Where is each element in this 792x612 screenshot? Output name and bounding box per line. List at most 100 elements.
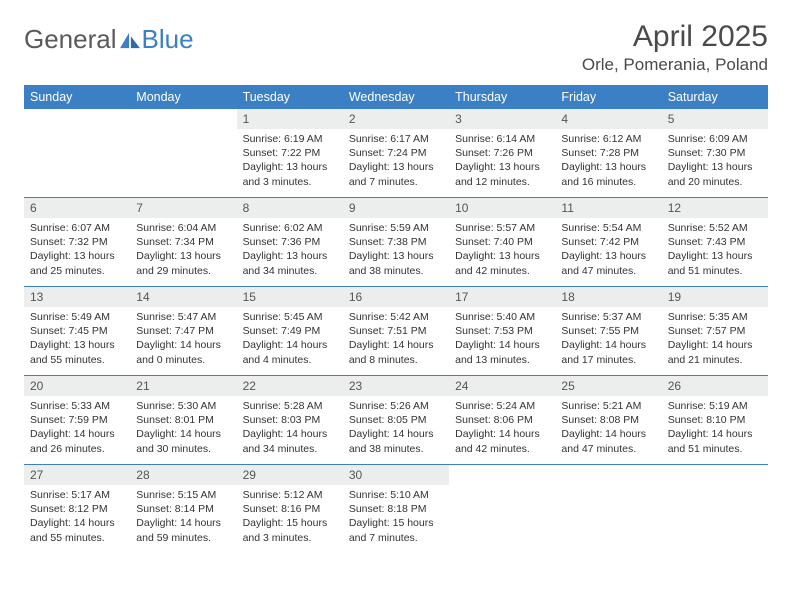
day-number: 25 — [555, 376, 661, 396]
sunset-line: Sunset: 8:12 PM — [30, 502, 124, 516]
day-details: Sunrise: 5:37 AMSunset: 7:55 PMDaylight:… — [555, 307, 661, 371]
sunset-line: Sunset: 7:22 PM — [243, 146, 337, 160]
sunset-line: Sunset: 7:32 PM — [30, 235, 124, 249]
calendar-cell: 24Sunrise: 5:24 AMSunset: 8:06 PMDayligh… — [449, 376, 555, 465]
daylight-line: Daylight: 15 hours and 7 minutes. — [349, 516, 443, 544]
daylight-line: Daylight: 13 hours and 55 minutes. — [30, 338, 124, 366]
sunrise-line: Sunrise: 5:42 AM — [349, 310, 443, 324]
calendar-cell: 14Sunrise: 5:47 AMSunset: 7:47 PMDayligh… — [130, 287, 236, 376]
sunrise-line: Sunrise: 6:04 AM — [136, 221, 230, 235]
day-number: 15 — [237, 287, 343, 307]
col-tuesday: Tuesday — [237, 85, 343, 109]
day-details: Sunrise: 5:33 AMSunset: 7:59 PMDaylight:… — [24, 396, 130, 460]
day-number: 27 — [24, 465, 130, 485]
sunset-line: Sunset: 7:43 PM — [668, 235, 762, 249]
sunrise-line: Sunrise: 5:28 AM — [243, 399, 337, 413]
title-block: April 2025 Orle, Pomerania, Poland — [582, 20, 768, 75]
calendar-cell: 5Sunrise: 6:09 AMSunset: 7:30 PMDaylight… — [662, 109, 768, 198]
daylight-line: Daylight: 14 hours and 38 minutes. — [349, 427, 443, 455]
day-number: 3 — [449, 109, 555, 129]
sunset-line: Sunset: 7:36 PM — [243, 235, 337, 249]
day-details: Sunrise: 6:12 AMSunset: 7:28 PMDaylight:… — [555, 129, 661, 193]
daylight-line: Daylight: 13 hours and 20 minutes. — [668, 160, 762, 188]
daylight-line: Daylight: 14 hours and 55 minutes. — [30, 516, 124, 544]
daylight-line: Daylight: 13 hours and 38 minutes. — [349, 249, 443, 277]
day-number: 4 — [555, 109, 661, 129]
calendar-cell — [24, 109, 130, 198]
day-details: Sunrise: 5:49 AMSunset: 7:45 PMDaylight:… — [24, 307, 130, 371]
col-saturday: Saturday — [662, 85, 768, 109]
daylight-line: Daylight: 14 hours and 42 minutes. — [455, 427, 549, 455]
sunrise-line: Sunrise: 6:14 AM — [455, 132, 549, 146]
day-details: Sunrise: 5:59 AMSunset: 7:38 PMDaylight:… — [343, 218, 449, 282]
daylight-line: Daylight: 13 hours and 42 minutes. — [455, 249, 549, 277]
daylight-line: Daylight: 13 hours and 3 minutes. — [243, 160, 337, 188]
sunrise-line: Sunrise: 6:12 AM — [561, 132, 655, 146]
day-details: Sunrise: 5:45 AMSunset: 7:49 PMDaylight:… — [237, 307, 343, 371]
sunset-line: Sunset: 7:47 PM — [136, 324, 230, 338]
sunset-line: Sunset: 7:42 PM — [561, 235, 655, 249]
calendar-cell: 26Sunrise: 5:19 AMSunset: 8:10 PMDayligh… — [662, 376, 768, 465]
day-number: 29 — [237, 465, 343, 485]
day-header-row: Sunday Monday Tuesday Wednesday Thursday… — [24, 85, 768, 109]
sunset-line: Sunset: 7:28 PM — [561, 146, 655, 160]
sunset-line: Sunset: 7:55 PM — [561, 324, 655, 338]
sunrise-line: Sunrise: 5:33 AM — [30, 399, 124, 413]
calendar-week-row: 20Sunrise: 5:33 AMSunset: 7:59 PMDayligh… — [24, 376, 768, 465]
day-number: 28 — [130, 465, 236, 485]
day-number: 10 — [449, 198, 555, 218]
day-details: Sunrise: 6:17 AMSunset: 7:24 PMDaylight:… — [343, 129, 449, 193]
daylight-line: Daylight: 14 hours and 0 minutes. — [136, 338, 230, 366]
day-number: 1 — [237, 109, 343, 129]
sunset-line: Sunset: 8:06 PM — [455, 413, 549, 427]
day-number: 14 — [130, 287, 236, 307]
sunset-line: Sunset: 7:26 PM — [455, 146, 549, 160]
daylight-line: Daylight: 13 hours and 12 minutes. — [455, 160, 549, 188]
sunrise-line: Sunrise: 5:59 AM — [349, 221, 443, 235]
daylight-line: Daylight: 14 hours and 30 minutes. — [136, 427, 230, 455]
sunrise-line: Sunrise: 5:37 AM — [561, 310, 655, 324]
calendar-cell: 28Sunrise: 5:15 AMSunset: 8:14 PMDayligh… — [130, 465, 236, 554]
calendar-cell: 1Sunrise: 6:19 AMSunset: 7:22 PMDaylight… — [237, 109, 343, 198]
day-details: Sunrise: 5:52 AMSunset: 7:43 PMDaylight:… — [662, 218, 768, 282]
daylight-line: Daylight: 14 hours and 51 minutes. — [668, 427, 762, 455]
sunrise-line: Sunrise: 5:24 AM — [455, 399, 549, 413]
calendar-cell: 18Sunrise: 5:37 AMSunset: 7:55 PMDayligh… — [555, 287, 661, 376]
day-number: 7 — [130, 198, 236, 218]
daylight-line: Daylight: 14 hours and 26 minutes. — [30, 427, 124, 455]
sunset-line: Sunset: 7:59 PM — [30, 413, 124, 427]
calendar-cell: 11Sunrise: 5:54 AMSunset: 7:42 PMDayligh… — [555, 198, 661, 287]
calendar-cell: 20Sunrise: 5:33 AMSunset: 7:59 PMDayligh… — [24, 376, 130, 465]
sunset-line: Sunset: 7:51 PM — [349, 324, 443, 338]
logo: General Blue — [24, 24, 194, 55]
sunrise-line: Sunrise: 6:07 AM — [30, 221, 124, 235]
day-number: 20 — [24, 376, 130, 396]
sunset-line: Sunset: 8:01 PM — [136, 413, 230, 427]
day-number: 11 — [555, 198, 661, 218]
calendar-week-row: 27Sunrise: 5:17 AMSunset: 8:12 PMDayligh… — [24, 465, 768, 554]
sunrise-line: Sunrise: 5:17 AM — [30, 488, 124, 502]
calendar-cell: 2Sunrise: 6:17 AMSunset: 7:24 PMDaylight… — [343, 109, 449, 198]
calendar-cell — [555, 465, 661, 554]
day-number: 2 — [343, 109, 449, 129]
col-wednesday: Wednesday — [343, 85, 449, 109]
logo-text-general: General — [24, 24, 117, 55]
calendar-cell: 15Sunrise: 5:45 AMSunset: 7:49 PMDayligh… — [237, 287, 343, 376]
day-number: 21 — [130, 376, 236, 396]
daylight-line: Daylight: 13 hours and 25 minutes. — [30, 249, 124, 277]
calendar-cell: 3 Sunrise: 6:14 AMSunset: 7:26 PMDaylight… — [449, 109, 555, 198]
calendar-cell: 25Sunrise: 5:21 AMSunset: 8:08 PMDayligh… — [555, 376, 661, 465]
page-title: April 2025 — [582, 20, 768, 53]
day-details: Sunrise: 5:57 AMSunset: 7:40 PMDaylight:… — [449, 218, 555, 282]
day-number: 12 — [662, 198, 768, 218]
sunrise-line: Sunrise: 5:49 AM — [30, 310, 124, 324]
day-details: Sunrise: 5:21 AMSunset: 8:08 PMDaylight:… — [555, 396, 661, 460]
daylight-line: Daylight: 13 hours and 51 minutes. — [668, 249, 762, 277]
daylight-line: Daylight: 14 hours and 4 minutes. — [243, 338, 337, 366]
calendar-cell: 23Sunrise: 5:26 AMSunset: 8:05 PMDayligh… — [343, 376, 449, 465]
logo-text-blue: Blue — [142, 24, 194, 55]
daylight-line: Daylight: 14 hours and 8 minutes. — [349, 338, 443, 366]
day-details: Sunrise: 5:28 AMSunset: 8:03 PMDaylight:… — [237, 396, 343, 460]
sunset-line: Sunset: 7:30 PM — [668, 146, 762, 160]
daylight-line: Daylight: 14 hours and 17 minutes. — [561, 338, 655, 366]
